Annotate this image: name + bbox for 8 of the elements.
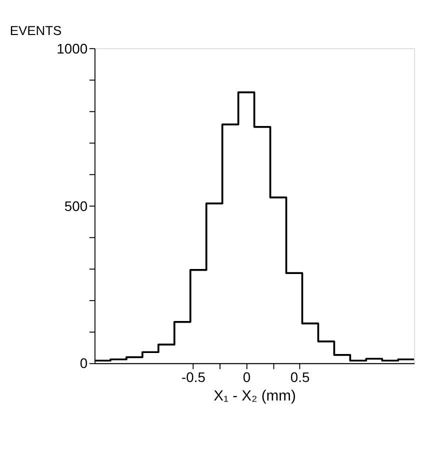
x-tick-label: 0.5: [290, 369, 310, 386]
y-tick-label: 0: [80, 355, 88, 372]
x-tick-label: 0: [242, 369, 251, 386]
x-tick-label: -0.5: [182, 369, 206, 386]
x-axis-title: X₁ - X₂ (mm): [214, 388, 296, 405]
y-tick-label: 1000: [56, 40, 88, 56]
y-tick-label: 500: [64, 198, 88, 214]
y-axis-title: EVENTS: [10, 23, 62, 38]
